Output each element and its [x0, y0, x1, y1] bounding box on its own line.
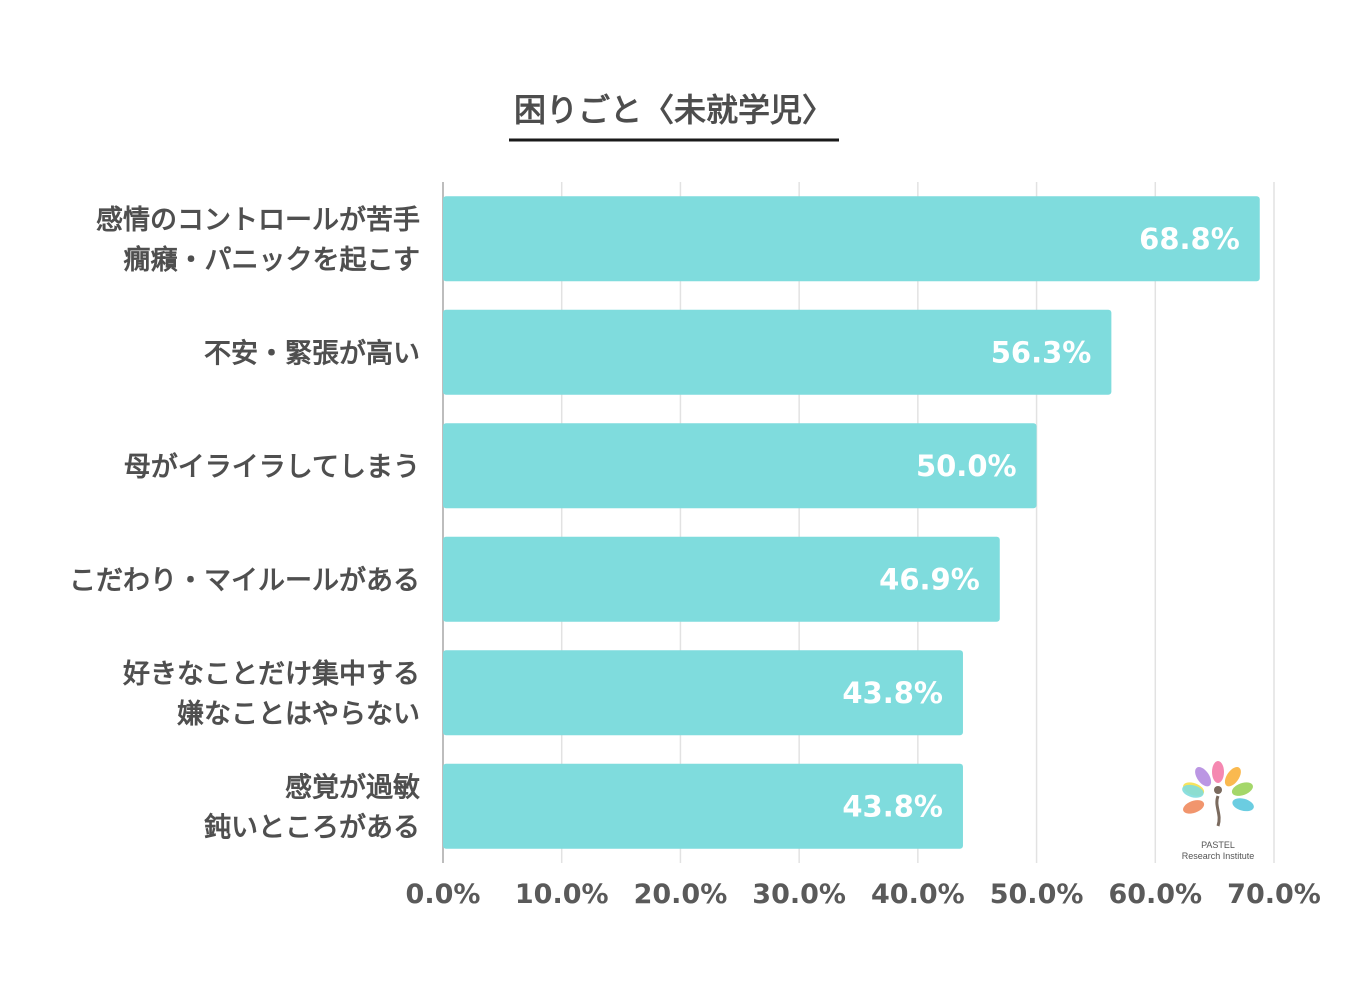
logo-petal — [1212, 761, 1224, 783]
category-label: 嫌なことはやらない — [177, 699, 420, 730]
category-label: 癇癪・パニックを起こす — [124, 244, 420, 276]
x-tick-label: 0.0% — [406, 879, 481, 910]
x-tick-labels: 0.0% 10.0% 20.0% 30.0% 40.0% 50.0% 60.0% 70.0% — [406, 879, 1321, 910]
category-label: 鈍いところがある — [204, 811, 420, 843]
logo-line2: Research Institute — [1182, 851, 1255, 861]
bar-value-label: 68.8% — [1139, 222, 1240, 256]
logo-petal — [1182, 784, 1204, 798]
logo-petal — [1232, 798, 1254, 812]
pastel-logo: PASTEL Research Institute — [1182, 761, 1255, 861]
logo-petal — [1231, 782, 1253, 796]
logo-petal — [1195, 767, 1212, 787]
chart-title: 困りごと〈未就学児〉 — [514, 91, 834, 129]
category-labels: 感情のコントロールが苦手癇癪・パニックを起こす不安・緊張が高い母がイライラしてし… — [69, 204, 420, 844]
logo-petals-icon — [1182, 761, 1254, 827]
logo-line1: PASTEL — [1201, 840, 1235, 850]
bar — [443, 763, 963, 849]
bars: 68.8% 56.3% 50.0% 46.9% 43.8% 43.8% — [443, 196, 1260, 849]
gridlines — [442, 182, 1275, 863]
bar — [443, 650, 963, 736]
bar — [443, 423, 1037, 509]
bar-value-label: 43.8% — [842, 676, 943, 710]
category-label: 母がイライラしてしまう — [124, 451, 420, 483]
category-label: 不安・緊張が高い — [204, 337, 420, 369]
bar-value-label: 43.8% — [842, 789, 943, 823]
bar-value-label: 50.0% — [916, 449, 1017, 483]
x-tick-label: 40.0% — [871, 879, 965, 910]
bar — [443, 196, 1260, 282]
category-label: 感情のコントロールが苦手 — [96, 204, 420, 236]
x-tick-label: 70.0% — [1227, 879, 1321, 910]
bar — [443, 536, 1000, 622]
category-label: 感覚が過敏 — [285, 771, 420, 803]
bar — [443, 309, 1112, 395]
x-tick-label: 10.0% — [515, 879, 609, 910]
logo-figure-body — [1215, 795, 1221, 827]
bar-value-label: 46.9% — [879, 562, 980, 596]
x-tick-label: 60.0% — [1108, 879, 1202, 910]
category-label: 好きなことだけ集中する — [122, 658, 420, 690]
category-label: こだわり・マイルールがある — [69, 564, 420, 596]
bar-value-label: 56.3% — [991, 335, 1092, 369]
x-tick-label: 20.0% — [634, 879, 728, 910]
logo-figure-head — [1214, 786, 1222, 794]
logo-petal — [1183, 800, 1205, 814]
x-tick-label: 30.0% — [752, 879, 846, 910]
logo-petal — [1224, 767, 1241, 787]
x-tick-label: 50.0% — [990, 879, 1084, 910]
